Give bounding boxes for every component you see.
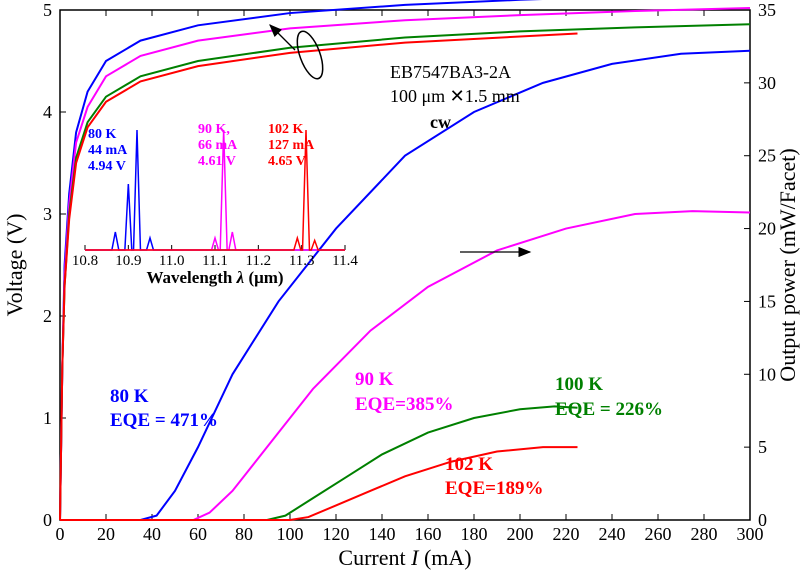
svg-text:127 mA: 127 mA: [268, 138, 315, 153]
svg-text:Voltage (V): Voltage (V): [2, 214, 27, 317]
svg-text:100 K: 100 K: [555, 374, 603, 395]
svg-text:1: 1: [43, 408, 52, 428]
svg-text:120: 120: [323, 524, 350, 544]
svg-text:Wavelength λ (μm): Wavelength λ (μm): [146, 268, 283, 287]
svg-text:5: 5: [758, 437, 767, 457]
svg-text:EQE = 226%: EQE = 226%: [555, 399, 663, 420]
svg-text:5: 5: [43, 0, 52, 20]
svg-text:220: 220: [553, 524, 580, 544]
svg-text:11.1: 11.1: [202, 253, 228, 269]
svg-text:60: 60: [189, 524, 207, 544]
svg-text:10.9: 10.9: [115, 253, 141, 269]
svg-text:80 K: 80 K: [110, 386, 149, 407]
svg-text:11.2: 11.2: [245, 253, 271, 269]
svg-text:90 K,: 90 K,: [198, 122, 230, 137]
svg-text:10.8: 10.8: [72, 253, 98, 269]
svg-text:EB7547BA3-2A: EB7547BA3-2A: [390, 62, 511, 82]
svg-text:Output power (mW/Facet): Output power (mW/Facet): [775, 148, 800, 381]
svg-text:90 K: 90 K: [355, 369, 394, 390]
svg-text:EQE=385%: EQE=385%: [355, 394, 453, 415]
svg-text:0: 0: [56, 524, 65, 544]
svg-text:35: 35: [758, 0, 776, 20]
svg-text:160: 160: [415, 524, 442, 544]
svg-text:102 K: 102 K: [445, 454, 493, 475]
svg-text:4.61 V: 4.61 V: [198, 154, 236, 169]
svg-text:11.3: 11.3: [289, 253, 315, 269]
svg-text:240: 240: [599, 524, 626, 544]
svg-text:100: 100: [277, 524, 304, 544]
svg-text:140: 140: [369, 524, 396, 544]
svg-text:66 mA: 66 mA: [198, 138, 238, 153]
svg-text:4: 4: [43, 102, 52, 122]
svg-text:20: 20: [97, 524, 115, 544]
svg-text:40: 40: [143, 524, 161, 544]
svg-text:15: 15: [758, 291, 776, 311]
svg-text:102 K: 102 K: [268, 122, 304, 137]
svg-text:260: 260: [645, 524, 672, 544]
svg-text:0: 0: [758, 510, 767, 530]
svg-text:0: 0: [43, 510, 52, 530]
svg-text:280: 280: [691, 524, 718, 544]
svg-text:10: 10: [758, 364, 776, 384]
svg-text:44 mA: 44 mA: [88, 143, 128, 158]
svg-text:EQE=189%: EQE=189%: [445, 478, 543, 499]
svg-text:11.0: 11.0: [159, 253, 185, 269]
svg-text:80: 80: [235, 524, 253, 544]
svg-text:cw: cw: [430, 112, 451, 132]
svg-text:EQE = 471%: EQE = 471%: [110, 410, 218, 431]
svg-text:80 K: 80 K: [88, 127, 117, 142]
svg-text:11.4: 11.4: [332, 253, 358, 269]
svg-text:100 μm ✕1.5 mm: 100 μm ✕1.5 mm: [390, 86, 520, 106]
chart-svg: 0204060801001201401601802002202402602803…: [0, 0, 803, 573]
svg-text:30: 30: [758, 73, 776, 93]
svg-text:3: 3: [43, 204, 52, 224]
svg-text:2: 2: [43, 306, 52, 326]
iv-power-chart: 0204060801001201401601802002202402602803…: [0, 0, 803, 573]
svg-text:25: 25: [758, 146, 776, 166]
svg-text:4.65 V: 4.65 V: [268, 154, 306, 169]
svg-text:4.94 V: 4.94 V: [88, 159, 126, 174]
svg-text:180: 180: [461, 524, 488, 544]
svg-text:Current I (mA): Current I (mA): [338, 545, 471, 570]
svg-text:20: 20: [758, 219, 776, 239]
svg-text:200: 200: [507, 524, 534, 544]
